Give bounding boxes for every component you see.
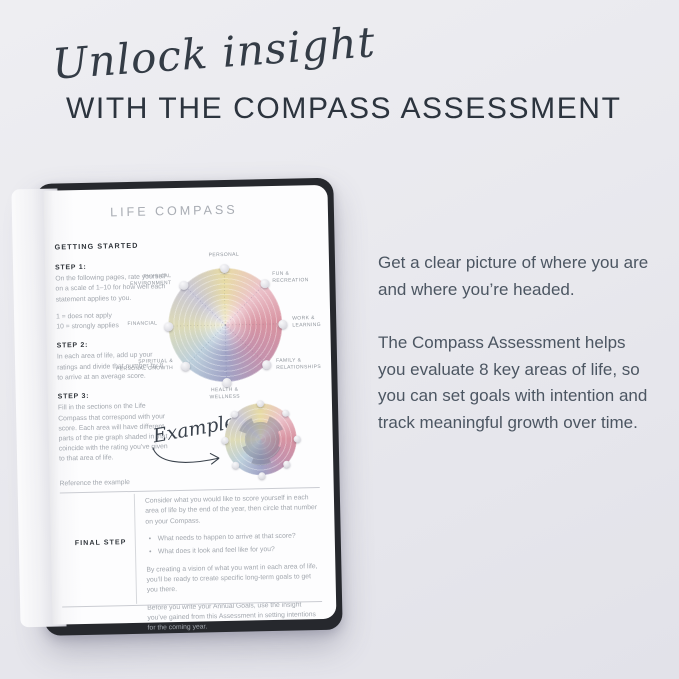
- final-step-text: Consider what you would like to score yo…: [145, 493, 320, 641]
- compass-label-health-wellness: HEALTH & WELLNESS: [209, 386, 241, 401]
- compass-label-family-relationships: FAMILY & RELATIONSHIPS: [275, 357, 322, 371]
- final-step-intro: Consider what you would like to score yo…: [144, 494, 318, 526]
- example-wheel-shading: [239, 416, 284, 466]
- example-dot: [282, 409, 290, 417]
- notebook: LIFE COMPASS GETTING STARTED STEP 1: On …: [11, 177, 343, 637]
- compass-label-work-learning: WORK & LEARNING: [292, 315, 322, 329]
- example-arrow-icon: [152, 447, 220, 465]
- final-step-bullets: What needs to happen to arrive at that s…: [146, 531, 318, 558]
- compass-label-personal: PERSONAL: [208, 251, 240, 259]
- example-dot: [293, 434, 301, 443]
- header-script-text: Unlock insight: [50, 17, 378, 89]
- example-dot: [256, 399, 264, 407]
- notebook-page: LIFE COMPASS GETTING STARTED STEP 1: On …: [43, 184, 337, 632]
- compass-label-financial: FINANCIAL: [127, 320, 158, 328]
- final-step-label: FINAL STEP: [74, 539, 127, 548]
- example-dot: [257, 471, 266, 479]
- marketing-paragraph-1: Get a clear picture of where you are and…: [378, 253, 649, 299]
- header-title-text: WITH THE COMPASS ASSESSMENT: [66, 92, 622, 125]
- divider-vertical: [133, 493, 138, 604]
- wheel-dot-work: [277, 319, 287, 329]
- example-wheel: [223, 402, 298, 477]
- wheel-dot-health: [221, 377, 232, 387]
- marketing-paragraph-2: The Compass Assessment helps you evaluat…: [378, 332, 648, 433]
- wheel-dot-personal: [219, 263, 229, 273]
- page-title: LIFE COMPASS: [110, 202, 238, 220]
- reference-note: Reference the example: [59, 478, 130, 487]
- wheel-dot-family: [261, 359, 272, 370]
- example-dot: [221, 436, 229, 444]
- example-dot: [231, 410, 239, 418]
- compass-label-spiritual-growth: SPIRITUAL & PERSONAL GROWTH: [115, 358, 174, 373]
- marketing-copy: Get a clear picture of where you are and…: [378, 250, 650, 463]
- final-step-bullet-2: What does it look and feel like for you?: [146, 544, 318, 558]
- final-step-para-2: By creating a vision of what you want in…: [146, 562, 318, 594]
- compass-label-physical-environment: PHYSICAL ENVIRONMENT: [129, 273, 172, 287]
- final-step-bullet-1: What needs to happen to arrive at that s…: [146, 531, 318, 545]
- wheel-dot-financial: [163, 321, 173, 331]
- getting-started-heading: GETTING STARTED: [54, 240, 139, 252]
- compass-label-fun-recreation: FUN & RECREATION: [272, 270, 309, 284]
